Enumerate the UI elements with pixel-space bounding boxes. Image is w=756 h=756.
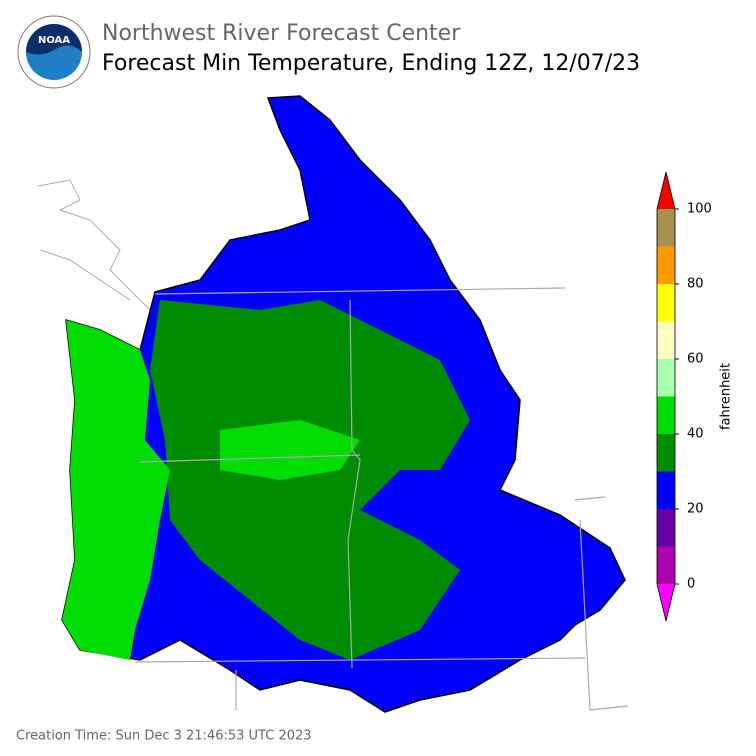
state-lines bbox=[134, 287, 629, 711]
coastline bbox=[37, 179, 161, 341]
colorbar-bin bbox=[657, 546, 675, 584]
creation-time: Creation Time: Sun Dec 3 21:46:53 UTC 20… bbox=[16, 729, 312, 744]
org-title: Northwest River Forecast Center bbox=[102, 21, 461, 46]
colorbar-tick-label: 60 bbox=[687, 352, 704, 367]
colorbar-bin bbox=[657, 359, 675, 397]
colorbar-bin bbox=[657, 471, 675, 509]
region-dark-green bbox=[150, 300, 470, 660]
colorbar-label: fahrenheit bbox=[719, 363, 734, 430]
colorbar-bin bbox=[657, 209, 675, 247]
noaa-logo: NOAA bbox=[17, 15, 91, 89]
map-title: Forecast Min Temperature, Ending 12Z, 12… bbox=[102, 51, 640, 76]
region-bright-green bbox=[62, 320, 170, 660]
colorbar-bin bbox=[657, 396, 675, 434]
colorbar-tick-label: 20 bbox=[687, 502, 704, 517]
colorbar: 0 20 40 60 80 100 fahrenheit bbox=[656, 171, 734, 622]
colorbar-over bbox=[657, 172, 675, 209]
colorbar-bin bbox=[657, 434, 675, 472]
colorbar-bin bbox=[657, 246, 675, 284]
svg-text:NOAA: NOAA bbox=[38, 35, 70, 46]
colorbar-bin bbox=[657, 284, 675, 322]
region-bright-green bbox=[220, 420, 360, 480]
colorbar-under bbox=[657, 584, 675, 621]
colorbar-bin bbox=[657, 321, 675, 359]
colorbar-tick-label: 0 bbox=[687, 577, 695, 592]
colorbar-tick-label: 80 bbox=[687, 277, 704, 292]
colorbar-bin bbox=[657, 509, 675, 547]
colorbar-tick-label: 40 bbox=[687, 427, 704, 442]
colorbar-tick-label: 100 bbox=[687, 202, 712, 217]
